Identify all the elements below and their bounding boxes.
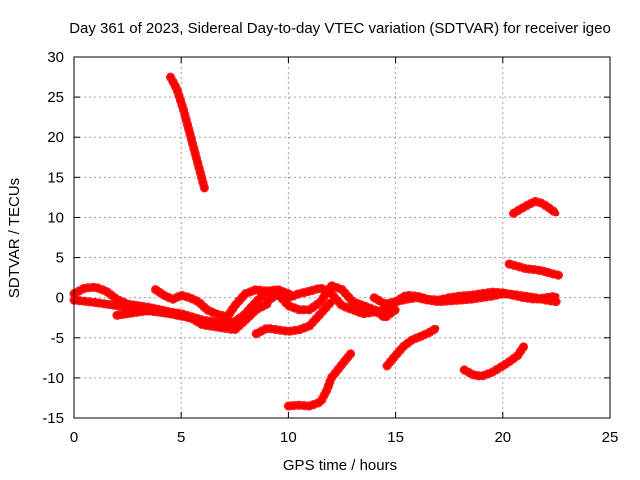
y-tick-label: -5 — [51, 330, 64, 347]
series-markers-arc-9 — [369, 289, 561, 309]
y-tick-label: 5 — [56, 250, 64, 267]
x-tick-label: 5 — [177, 429, 185, 446]
series-markers-arc-7 — [251, 297, 336, 339]
data-series — [69, 72, 563, 411]
series-markers-arc-14 — [504, 259, 563, 280]
y-tick-label: 0 — [56, 290, 64, 307]
y-tick-label: 15 — [47, 169, 64, 186]
y-tick-label: 30 — [47, 49, 64, 66]
x-tick-label: 10 — [280, 429, 297, 446]
series-markers-arc-3 — [69, 295, 272, 335]
series-markers-arc-4 — [112, 306, 197, 323]
y-axis-ticks: -15 -10 -5 0 5 10 15 20 25 30 — [42, 49, 610, 427]
y-tick-label: 25 — [47, 89, 64, 106]
series-markers-arc-13 — [509, 196, 561, 218]
x-tick-label: 0 — [70, 429, 78, 446]
y-tick-label: 10 — [47, 209, 64, 226]
x-tick-label: 25 — [602, 429, 619, 446]
x-tick-label: 15 — [387, 429, 404, 446]
series-markers-arc-10 — [283, 349, 356, 411]
chart-title: Day 361 of 2023, Sidereal Day-to-day VTE… — [69, 20, 611, 37]
series-markers-arc-5 — [151, 285, 229, 321]
series-markers-arc-11 — [382, 323, 441, 371]
y-tick-label: -10 — [42, 370, 64, 387]
y-axis-label: SDTVAR / TECUs — [6, 178, 23, 298]
plot-frame — [73, 56, 611, 419]
series-markers-arc-8 — [262, 281, 401, 323]
x-tick-label: 20 — [494, 429, 511, 446]
y-tick-label: -15 — [42, 410, 64, 427]
y-tick-label: 20 — [47, 129, 64, 146]
series-markers-arc-12 — [459, 341, 529, 381]
x-axis-label: GPS time / hours — [283, 457, 397, 474]
series-markers-arc-1 — [166, 72, 210, 194]
x-axis-ticks: 0 5 10 15 20 25 — [70, 57, 619, 446]
